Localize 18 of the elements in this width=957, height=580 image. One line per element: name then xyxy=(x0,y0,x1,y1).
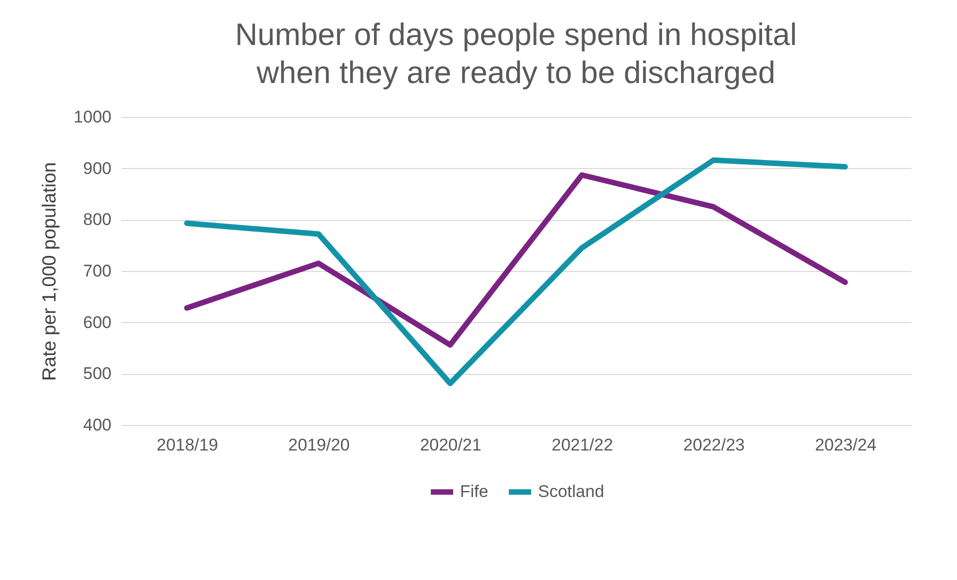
y-tick-label: 900 xyxy=(83,158,112,178)
legend-label: Scotland xyxy=(538,482,604,501)
y-axis-title: Rate per 1,000 population xyxy=(40,162,61,381)
y-tick-label: 800 xyxy=(83,210,112,230)
text: when they are ready to be discharged xyxy=(256,55,776,90)
x-tick-label: 2018/19 xyxy=(156,436,218,454)
x-tick-label: 2020/21 xyxy=(420,436,482,454)
legend-label: Fife xyxy=(460,482,488,501)
x-tick-label: 2021/22 xyxy=(552,436,614,454)
x-tick-label: 2019/20 xyxy=(288,436,350,454)
y-tick-label: 500 xyxy=(83,364,112,384)
text: Number of days people spend in hospital xyxy=(235,17,797,52)
y-tick-label: 700 xyxy=(83,262,112,280)
x-tick-label: 2022/23 xyxy=(683,436,745,454)
y-tick-label: 400 xyxy=(83,416,112,434)
y-tick-label: 1000 xyxy=(74,108,112,126)
y-tick-label: 600 xyxy=(83,312,112,332)
x-tick-label: 2023/24 xyxy=(814,436,876,454)
